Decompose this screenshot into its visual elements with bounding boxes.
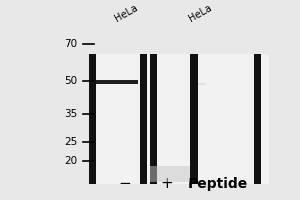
Text: +: + — [160, 176, 173, 191]
Text: HeLa: HeLa — [187, 2, 214, 23]
Bar — [97, 80, 138, 84]
Text: 50: 50 — [64, 76, 77, 86]
Text: HeLa: HeLa — [113, 2, 140, 23]
Bar — [91, 54, 269, 184]
Text: 70: 70 — [64, 39, 77, 49]
Bar — [254, 54, 262, 184]
Bar — [150, 166, 190, 182]
Text: −: − — [118, 176, 131, 191]
Text: Peptide: Peptide — [188, 177, 248, 191]
Bar — [150, 54, 158, 184]
Bar — [190, 54, 198, 184]
Bar — [89, 54, 97, 184]
Text: 35: 35 — [64, 109, 77, 119]
Bar — [198, 83, 205, 85]
Bar — [140, 54, 147, 184]
Text: 20: 20 — [64, 156, 77, 166]
Text: 25: 25 — [64, 137, 77, 147]
